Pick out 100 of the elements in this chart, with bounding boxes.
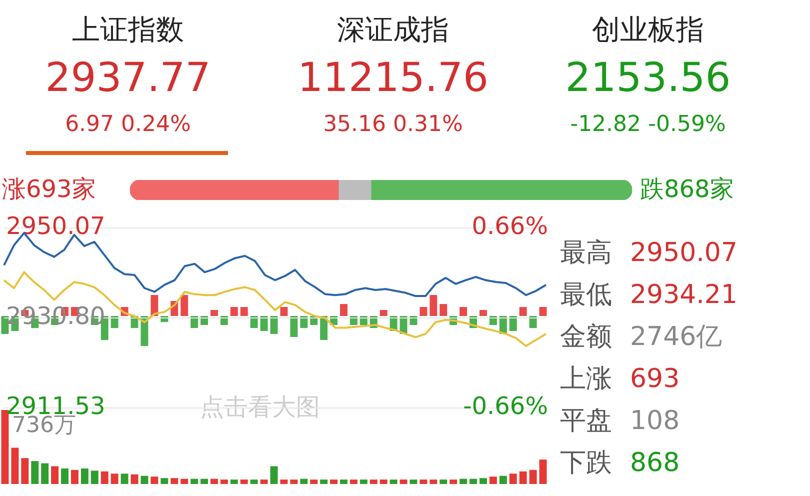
text: 2937.77 (45, 55, 211, 101)
bar (80, 468, 88, 484)
text: 6.97 0.24% (65, 112, 191, 137)
bar (320, 316, 328, 340)
bar (110, 316, 118, 328)
bar (280, 480, 288, 484)
bar (90, 470, 98, 484)
bar (21, 458, 29, 484)
bar (340, 304, 348, 316)
bar (390, 480, 398, 484)
bar (450, 480, 458, 484)
text: 2934.21 (630, 280, 738, 310)
bar (440, 480, 448, 484)
text: 平盘 (560, 406, 612, 436)
bar (529, 470, 537, 484)
bar (300, 316, 308, 328)
text: 11215.76 (298, 55, 488, 101)
bar (400, 480, 408, 484)
bar (200, 478, 208, 484)
bar (280, 307, 288, 316)
bar (370, 480, 378, 484)
text: -12.82 -0.59% (570, 112, 726, 137)
bar (140, 476, 148, 484)
text: 深证成指 (337, 13, 449, 46)
bar (380, 480, 388, 484)
bar (130, 474, 138, 484)
bar (420, 480, 428, 484)
bar (509, 474, 517, 484)
y2-tick-label: 0.66% (472, 212, 548, 240)
bar (210, 310, 218, 316)
bar (460, 478, 468, 484)
bar (270, 466, 278, 484)
bar (100, 471, 108, 484)
bar (290, 316, 298, 337)
bar (240, 307, 248, 316)
bar (529, 316, 537, 328)
bar (330, 480, 338, 484)
bar (190, 478, 198, 484)
data-label: 涨693家 (2, 175, 96, 203)
bar (310, 480, 318, 484)
bar (1, 316, 9, 334)
bar (260, 480, 268, 484)
text: 868 (630, 448, 680, 478)
bar (230, 480, 238, 484)
text: 2153.56 (565, 55, 731, 101)
text: 上涨 (560, 364, 612, 394)
bar (11, 448, 19, 484)
bar (250, 316, 258, 328)
bar (519, 307, 527, 316)
bar (489, 476, 497, 484)
bar (31, 461, 39, 484)
bar (340, 480, 348, 484)
bar (480, 310, 487, 316)
bar (460, 307, 468, 316)
text: 创业板指 (592, 13, 704, 46)
bar (70, 470, 78, 484)
bar (51, 466, 59, 484)
bar (539, 460, 547, 484)
bar (420, 307, 428, 316)
text: 2950.07 (630, 238, 738, 268)
text: 最低 (560, 280, 612, 310)
bar (61, 468, 68, 484)
bar (430, 480, 438, 484)
text: 最高 (560, 238, 612, 268)
bar (480, 478, 487, 484)
bar (410, 480, 418, 484)
bar (170, 478, 178, 484)
text: 2746亿 (630, 322, 722, 352)
bar (509, 316, 517, 331)
bar (499, 476, 507, 484)
bar (1, 410, 9, 484)
bar (180, 295, 188, 316)
bar (41, 463, 49, 484)
bar (430, 295, 438, 316)
y-tick-label: 2950.07 (6, 212, 106, 240)
bar (210, 478, 218, 484)
bar (240, 480, 248, 484)
bar (380, 310, 388, 316)
bar (150, 476, 158, 484)
bar (290, 480, 298, 484)
bar (470, 478, 478, 484)
bar (440, 304, 448, 316)
bar (230, 307, 238, 316)
bar (320, 480, 328, 484)
text: 35.16 0.31% (323, 112, 463, 137)
bar (519, 471, 527, 484)
text: 上证指数 (72, 13, 184, 46)
bar (300, 478, 308, 484)
bar (350, 480, 358, 484)
text: 金额 (560, 322, 612, 352)
text: 108 (630, 406, 680, 436)
text: 下跌 (560, 448, 612, 478)
bar (150, 295, 158, 316)
bar (250, 480, 258, 484)
bar (120, 474, 128, 484)
bar (180, 478, 188, 484)
bar (190, 316, 198, 328)
text: 693 (630, 364, 680, 394)
y2-tick-label: -0.66% (463, 392, 548, 420)
bar (539, 307, 547, 316)
